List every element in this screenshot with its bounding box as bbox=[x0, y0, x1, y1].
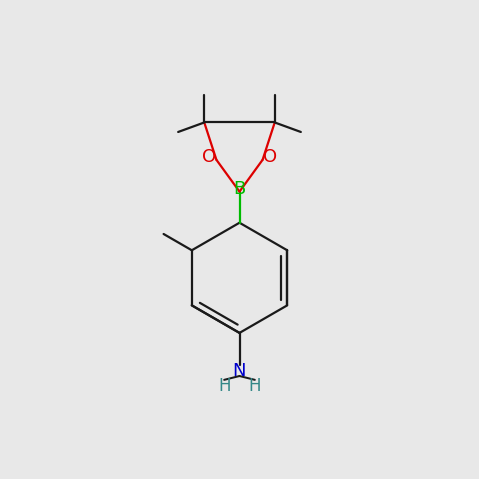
Text: H: H bbox=[249, 376, 261, 395]
Text: H: H bbox=[218, 376, 230, 395]
Text: O: O bbox=[202, 148, 216, 166]
Text: B: B bbox=[233, 180, 246, 198]
Text: N: N bbox=[233, 362, 246, 380]
Text: O: O bbox=[263, 148, 277, 166]
